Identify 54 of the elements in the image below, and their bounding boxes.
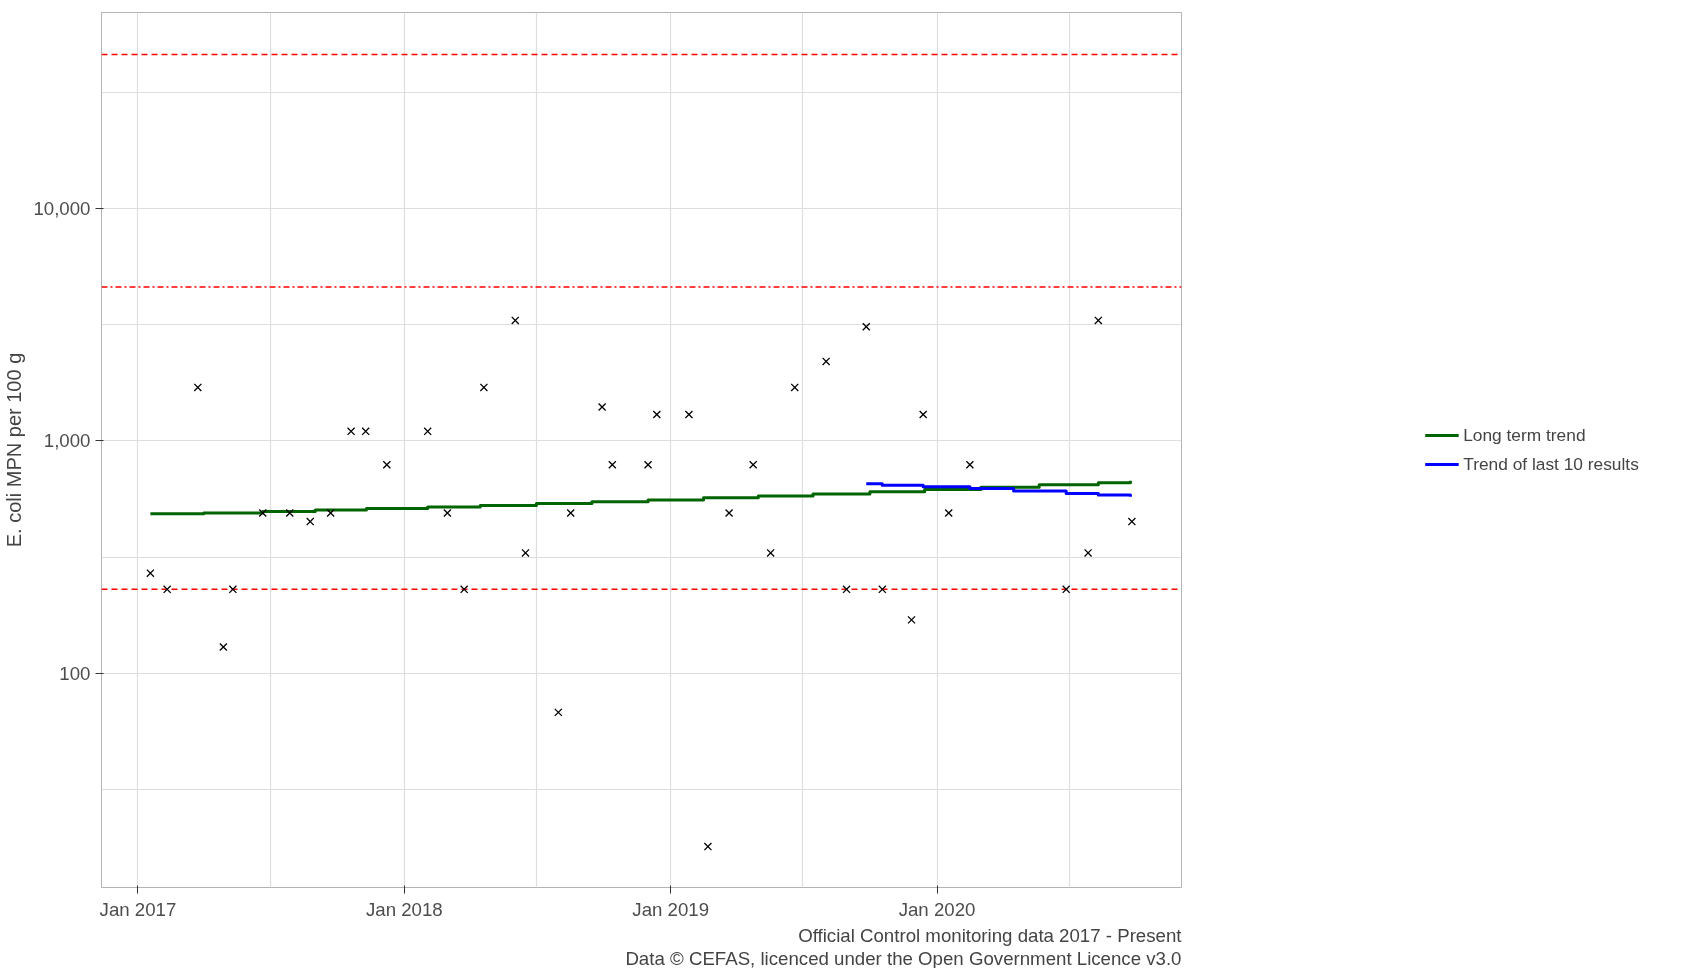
x-tick-label: Jan 2019 (632, 898, 710, 920)
point (326, 508, 335, 518)
point (1094, 316, 1103, 325)
point (521, 548, 530, 558)
point (554, 708, 563, 717)
point (361, 427, 370, 436)
point (1062, 585, 1071, 594)
y-axis-title: E. coli MPN per 100 g (3, 352, 26, 548)
point (766, 548, 775, 558)
legend-label: Trend of last 10 results (1463, 453, 1639, 475)
point (821, 357, 831, 366)
y-tick-label: 1,000 (43, 430, 91, 452)
point (566, 508, 575, 518)
point (459, 585, 469, 594)
x-tick-label: Jan 2018 (365, 898, 443, 920)
point (1083, 548, 1093, 558)
point (443, 508, 452, 518)
point (862, 322, 871, 331)
point (878, 585, 887, 594)
point (228, 585, 238, 594)
point (285, 508, 294, 518)
point (193, 383, 203, 392)
x-tick-label: Jan 2020 (898, 898, 976, 920)
point (479, 383, 489, 392)
point (306, 517, 315, 526)
point (724, 508, 734, 518)
text: Data © CEFAS, licenced under the Open Government Licence v3.0 (625, 947, 1182, 969)
point (748, 460, 758, 469)
point (511, 316, 520, 325)
point (597, 402, 607, 412)
point (790, 383, 799, 392)
x-tick-label: Jan 2017 (99, 898, 177, 920)
point (346, 427, 356, 436)
point (382, 460, 392, 469)
point (907, 615, 916, 625)
point (608, 460, 617, 469)
point (652, 410, 662, 419)
point (643, 460, 653, 469)
point (703, 842, 713, 851)
point (918, 410, 928, 419)
point (423, 427, 432, 436)
legend-label: Long term trend (1463, 424, 1586, 446)
point (842, 585, 851, 594)
point (146, 568, 155, 578)
point (944, 508, 953, 518)
point (1127, 517, 1137, 526)
y-tick-label: 100 (59, 662, 91, 684)
y-tick-label: 10,000 (33, 198, 91, 220)
point (684, 410, 694, 419)
point (965, 460, 975, 469)
point (162, 585, 172, 594)
point (219, 642, 228, 652)
text: Official Control monitoring data 2017 - Present (798, 924, 1183, 946)
point (258, 508, 267, 518)
